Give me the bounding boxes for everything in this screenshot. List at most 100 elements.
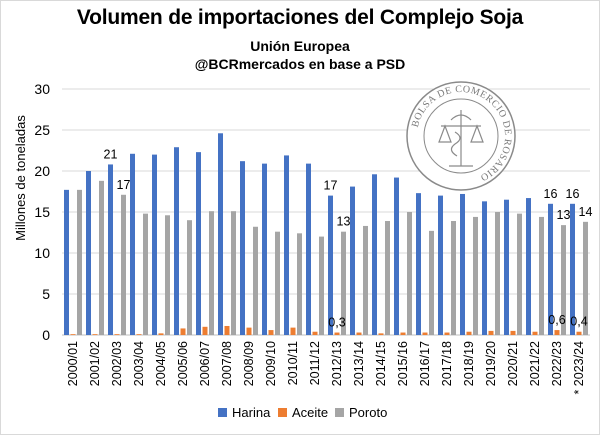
x-tick-label: 2013/14 <box>352 341 366 386</box>
bar-poroto <box>385 221 390 335</box>
y-axis-label: Millones de toneladas <box>13 115 28 241</box>
x-tick-label: 2000/01 <box>66 341 80 386</box>
bar-poroto <box>583 221 588 335</box>
bar-harina <box>394 177 399 335</box>
y-tick-label: 0 <box>42 327 50 343</box>
bar-poroto <box>253 226 258 335</box>
x-tick-label: 2010/11 <box>286 341 300 385</box>
x-tick-label: 2021/22 <box>528 341 542 386</box>
y-tick-label: 30 <box>34 81 50 97</box>
x-tick-label: 2016/17 <box>418 341 432 386</box>
bar-harina <box>570 203 575 335</box>
bar-aceite <box>576 331 582 335</box>
bar-aceite <box>356 332 362 335</box>
chart-subtitle: Unión Europea <box>250 38 350 54</box>
legend-label: Harina <box>232 405 271 420</box>
bar-poroto <box>187 220 192 335</box>
bar-harina <box>64 189 69 335</box>
bar-aceite <box>290 327 296 335</box>
bar-poroto <box>539 216 544 335</box>
bar-poroto <box>429 230 434 335</box>
bar-poroto <box>517 213 522 335</box>
bar-aceite <box>466 331 472 335</box>
bar-poroto <box>561 225 566 335</box>
data-label: 17 <box>324 179 338 193</box>
x-tick-label: 2012/13 <box>330 341 344 386</box>
bar-aceite <box>510 330 516 335</box>
bar-aceite <box>158 333 164 335</box>
bar-poroto <box>143 213 148 335</box>
bar-harina <box>482 201 487 335</box>
bar-poroto <box>121 194 126 335</box>
data-label: 17 <box>117 178 131 192</box>
x-tick-label: 2003/04 <box>132 341 146 386</box>
data-label: 0,4 <box>570 315 587 329</box>
bar-poroto <box>451 221 456 335</box>
bar-aceite <box>378 333 384 335</box>
x-tick-label: 2018/19 <box>462 341 476 386</box>
bar-aceite <box>92 334 98 335</box>
bar-aceite <box>180 328 186 335</box>
data-label: 0,3 <box>328 316 345 330</box>
bar-poroto <box>209 211 214 335</box>
y-tick-label: 20 <box>34 163 50 179</box>
bar-harina <box>240 161 245 335</box>
bar-harina <box>548 203 553 335</box>
legend-swatch <box>218 408 227 417</box>
bar-aceite <box>400 332 406 335</box>
legend-label: Poroto <box>349 405 387 420</box>
bar-harina <box>196 152 201 335</box>
bar-aceite <box>268 330 274 335</box>
bar-harina <box>416 193 421 335</box>
bar-poroto <box>275 231 280 335</box>
chart-title: Volumen de importaciones del Complejo So… <box>76 6 524 29</box>
x-tick-label: 2022/23 <box>550 341 564 386</box>
bar-aceite <box>554 330 560 335</box>
bar-harina <box>460 193 465 335</box>
bcr-seal-logo: BOLSA DE COMERCIO DE ROSARIO <box>406 81 516 191</box>
data-label: 13 <box>337 215 351 229</box>
x-tick-label: 2008/09 <box>242 341 256 386</box>
bar-poroto <box>473 216 478 335</box>
bar-harina <box>328 195 333 335</box>
bar-aceite <box>136 334 142 335</box>
bar-harina <box>108 164 113 335</box>
bar-poroto <box>77 189 82 335</box>
bar-aceite <box>224 325 230 335</box>
bars <box>64 133 588 335</box>
bar-poroto <box>165 215 170 335</box>
x-tick-label: 2020/21 <box>506 341 520 386</box>
data-label: 14 <box>579 205 593 219</box>
x-tick-label: 2002/03 <box>110 341 124 386</box>
x-tick-label: * 2023/24 <box>572 341 586 395</box>
bar-harina <box>438 195 443 335</box>
x-tick-label: 2006/07 <box>198 341 212 386</box>
x-tick-label: 2009/10 <box>264 341 278 386</box>
bar-harina <box>306 163 311 335</box>
bar-harina <box>174 147 179 335</box>
bar-aceite <box>422 332 428 335</box>
x-tick-label: 2004/05 <box>154 341 168 386</box>
bar-aceite <box>334 332 340 335</box>
bar-aceite <box>246 327 252 335</box>
bar-aceite <box>532 331 538 335</box>
bar-harina <box>526 198 531 335</box>
data-label: 13 <box>557 208 571 222</box>
bar-aceite <box>114 334 120 335</box>
bar-aceite <box>312 331 318 335</box>
data-label: 0,6 <box>548 313 565 327</box>
bar-harina <box>284 155 289 335</box>
y-axis-ticks: 0 5 10 15 20 25 30 <box>34 81 50 343</box>
y-tick-label: 5 <box>42 286 50 302</box>
data-label: 16 <box>544 187 558 201</box>
bar-poroto <box>231 211 236 335</box>
x-tick-label: 2005/06 <box>176 341 190 386</box>
x-tick-label: 2011/12 <box>308 341 322 385</box>
y-tick-label: 25 <box>34 122 50 138</box>
chart-source: @BCRmercados en base a PSD <box>194 56 406 72</box>
y-tick-label: 10 <box>34 245 50 261</box>
x-axis-ticks: 2000/01 2001/02 2002/03 2003/04 2004/05 2005/… <box>66 341 586 395</box>
bar-poroto <box>99 180 104 335</box>
bar-poroto <box>363 225 368 335</box>
